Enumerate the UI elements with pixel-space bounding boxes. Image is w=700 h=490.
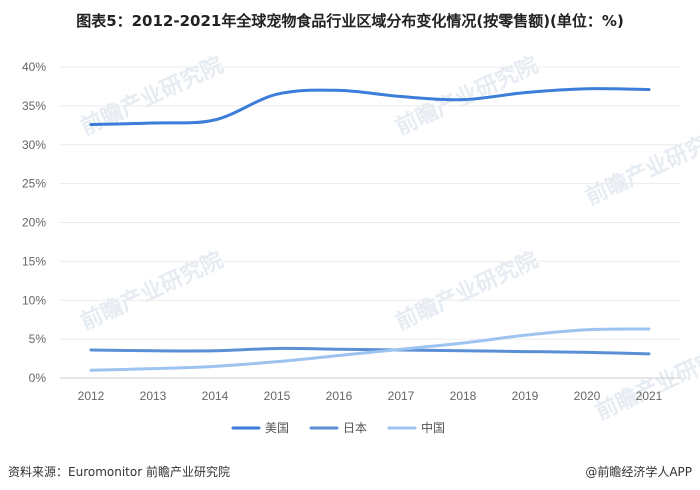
x-tick-label: 2017 <box>388 389 415 403</box>
series-line <box>89 327 651 372</box>
series-line <box>89 87 651 127</box>
legend-label: 中国 <box>421 420 445 435</box>
x-axis-ticks: 2012 2013 2014 2015 2016 2017 2018 2019 2020 2021 <box>78 389 663 403</box>
source-note: 资料来源：Euromonitor 前瞻产业研究院 <box>8 465 230 479</box>
series-lines <box>89 87 651 372</box>
legend: 美国 日本 中国 <box>231 420 445 435</box>
chart-title: 图表5：2012-2021年全球宠物食品行业区域分布变化情况(按零售额)(单位：… <box>76 12 624 30</box>
x-tick-label: 2013 <box>140 389 167 403</box>
y-tick-label: 15% <box>22 254 46 268</box>
y-tick-label: 40% <box>22 60 46 74</box>
watermark-text: 前瞻产业研究院 <box>77 52 228 141</box>
x-tick-label: 2020 <box>574 389 601 403</box>
x-tick-label: 2012 <box>78 389 105 403</box>
x-tick-label: 2016 <box>326 389 353 403</box>
x-tick-label: 2015 <box>264 389 291 403</box>
series-line <box>89 346 651 356</box>
y-tick-label: 20% <box>22 216 46 230</box>
legend-label: 日本 <box>343 421 367 435</box>
x-tick-label: 2021 <box>636 389 663 403</box>
watermark-text: 前瞻产业研究院 <box>592 337 700 426</box>
watermark-text: 前瞻产业研究院 <box>392 247 543 336</box>
y-tick-label: 35% <box>22 99 46 113</box>
y-tick-label: 10% <box>22 293 46 307</box>
brand-note: @前瞻经济学人APP <box>585 465 692 479</box>
y-tick-label: 25% <box>22 177 46 191</box>
y-tick-label: 30% <box>22 138 46 152</box>
y-axis-ticks: 0% 5% 10% 15% 20% 25% 30% 35% 40% <box>22 60 46 385</box>
x-tick-label: 2019 <box>512 389 539 403</box>
y-tick-label: 5% <box>29 332 47 346</box>
x-tick-label: 2014 <box>202 389 229 403</box>
grid-lines <box>60 66 680 379</box>
watermark-text: 前瞻产业研究院 <box>77 247 228 336</box>
watermark-text: 前瞻产业研究院 <box>582 122 700 211</box>
y-tick-label: 0% <box>29 371 47 385</box>
x-tick-label: 2018 <box>450 389 477 403</box>
legend-label: 美国 <box>265 421 289 435</box>
